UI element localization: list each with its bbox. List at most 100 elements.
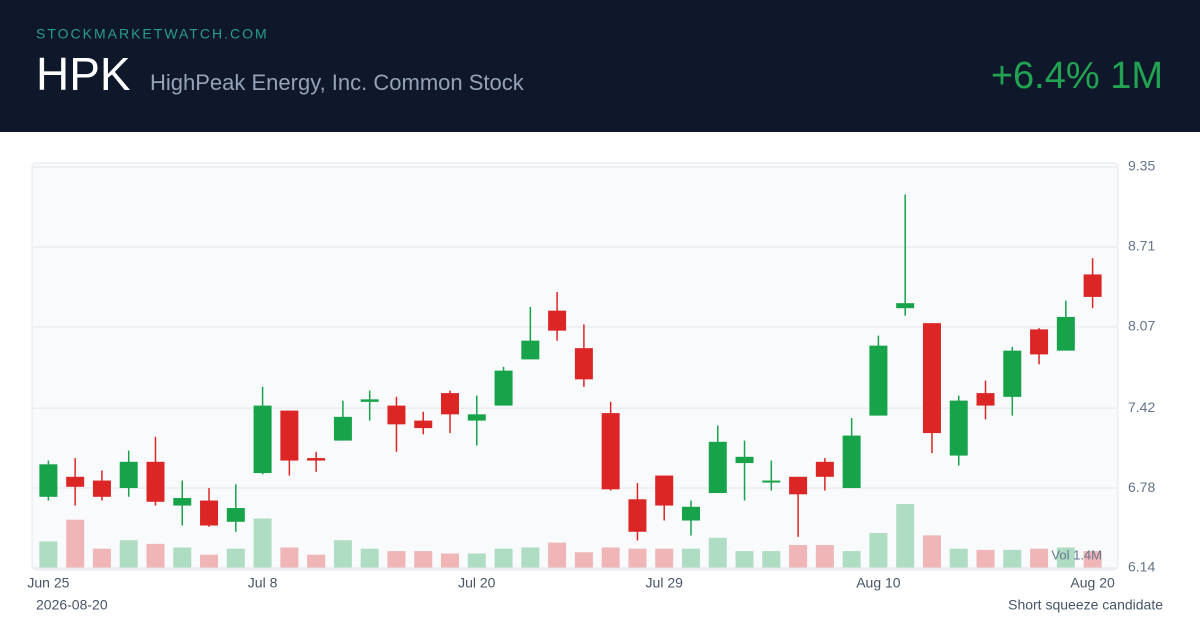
y-tick-label: 6.78 — [1128, 479, 1155, 495]
x-tick-label: Jun 25 — [27, 575, 69, 591]
volume-bar — [387, 551, 406, 568]
x-tick-label: Jul 8 — [248, 575, 278, 591]
candle-body — [548, 310, 567, 331]
volume-bar — [976, 549, 995, 568]
y-tick-label: 9.35 — [1128, 158, 1155, 174]
candle-body — [92, 480, 111, 497]
volume-bar — [574, 552, 593, 568]
volume-bar — [896, 504, 915, 568]
candle-body — [762, 480, 781, 483]
x-tick-label: Jul 29 — [646, 575, 684, 591]
candle-body — [708, 441, 727, 494]
candle-body — [628, 499, 647, 532]
volume-bar — [922, 535, 941, 568]
candle-body — [119, 461, 138, 489]
candle-body — [280, 410, 299, 461]
volume-bar — [655, 548, 674, 568]
volume-bar — [92, 548, 111, 568]
candle-body — [1083, 274, 1102, 297]
candle-body — [521, 340, 540, 360]
volume-bar — [200, 554, 219, 568]
volume-bar — [173, 547, 192, 568]
volume-bar — [494, 548, 513, 568]
candle-body — [360, 399, 379, 402]
volume-bar — [1003, 549, 1022, 568]
candle-body — [789, 476, 808, 495]
candle-body — [1030, 329, 1049, 355]
volume-bar — [39, 541, 58, 568]
volume-bar — [253, 518, 272, 568]
volume-bar — [146, 543, 165, 568]
site-name: STOCKMARKETWATCH.COM — [36, 26, 269, 42]
volume-bar — [1030, 548, 1049, 568]
volume-bar — [548, 542, 567, 568]
candle-body — [307, 458, 326, 461]
volume-bar — [735, 551, 754, 568]
volume-bar — [949, 548, 968, 568]
candle-body — [735, 456, 754, 464]
volume-bar — [441, 553, 460, 568]
candle-body — [922, 323, 941, 434]
header-band — [0, 0, 1200, 132]
y-tick-label: 7.42 — [1128, 399, 1155, 415]
note: Short squeeze candidate — [1008, 597, 1163, 613]
volume-bar — [842, 551, 861, 568]
volume-bar — [601, 547, 620, 568]
x-tick-label: Aug 10 — [856, 575, 901, 591]
volume-bar — [307, 554, 326, 568]
candle-body — [200, 500, 219, 526]
x-tick-label: Jul 20 — [458, 575, 496, 591]
candle-body — [333, 416, 352, 441]
volume-label: Vol 1.4M — [1051, 547, 1102, 562]
candle-body — [387, 405, 406, 425]
volume-bar — [1083, 551, 1102, 568]
candle-body — [869, 345, 888, 416]
volume-bar — [628, 548, 647, 568]
x-tick-label: Aug 20 — [1070, 575, 1115, 591]
ticker: HPK — [36, 48, 131, 100]
y-tick-label: 6.14 — [1128, 559, 1155, 575]
candle-body — [39, 464, 58, 497]
volume-bar — [681, 548, 700, 568]
candle-body — [601, 413, 620, 490]
candle-body — [1003, 350, 1022, 397]
candle-body — [226, 508, 245, 522]
candle-body — [949, 400, 968, 456]
candle-body — [896, 303, 915, 309]
volume-bar — [280, 547, 299, 568]
candle-body — [976, 393, 995, 406]
candle-body — [441, 393, 460, 415]
volume-bar — [467, 553, 486, 568]
volume-bar — [414, 551, 433, 568]
candle-body — [1056, 316, 1075, 351]
candle-body — [494, 370, 513, 406]
volume-bar — [226, 548, 245, 568]
volume-bar — [869, 532, 888, 568]
candle-body — [173, 498, 192, 506]
volume-bar — [66, 519, 85, 568]
candle-body — [655, 475, 674, 506]
volume-bar — [789, 545, 808, 568]
candle-body — [467, 414, 486, 421]
volume-bar — [762, 551, 781, 568]
company-name: HighPeak Energy, Inc. Common Stock — [150, 70, 525, 95]
candle-body — [815, 461, 834, 477]
date: 2026-08-20 — [36, 597, 108, 613]
volume-bar — [333, 540, 352, 568]
volume-bar — [815, 545, 834, 568]
candle-body — [414, 420, 433, 429]
candle-body — [842, 435, 861, 489]
volume-bar — [119, 540, 138, 568]
y-tick-label: 8.71 — [1128, 238, 1155, 254]
candle-body — [253, 405, 272, 474]
candle-body — [146, 461, 165, 502]
candle-body — [681, 506, 700, 521]
candle-body — [574, 348, 593, 380]
volume-bar — [1056, 547, 1075, 568]
volume-bar — [708, 537, 727, 568]
volume-bar — [360, 548, 379, 568]
candle-body — [66, 476, 85, 487]
price-change: +6.4% 1M — [991, 55, 1163, 97]
